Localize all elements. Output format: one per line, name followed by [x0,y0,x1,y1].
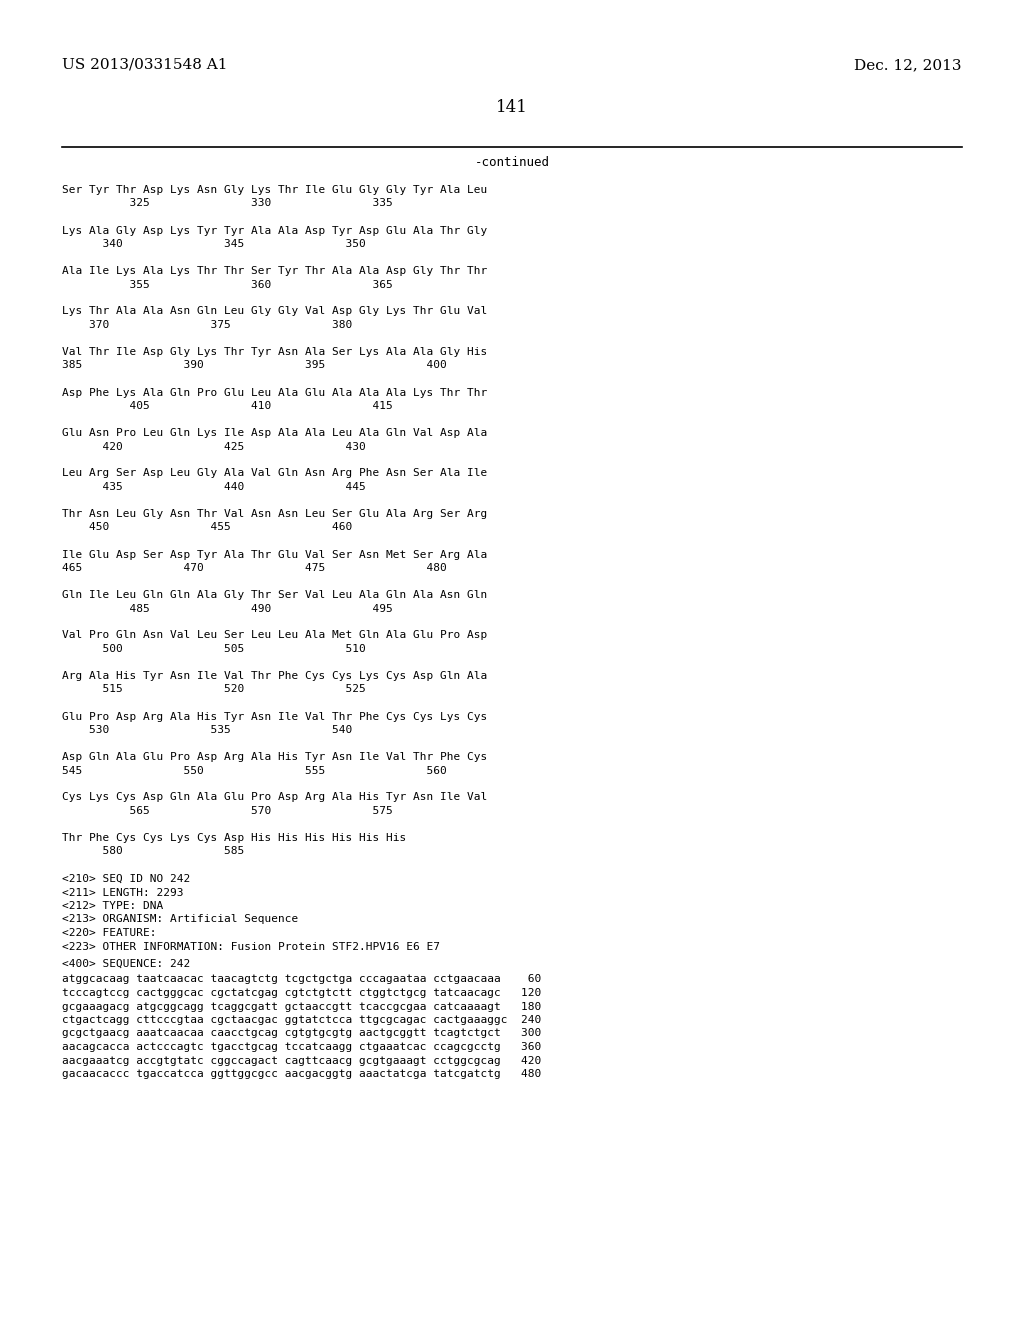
Text: Thr Phe Cys Cys Lys Cys Asp His His His His His His: Thr Phe Cys Cys Lys Cys Asp His His His … [62,833,407,843]
Text: ctgactcagg cttcccgtaa cgctaacgac ggtatctcca ttgcgcagac cactgaaaggc  240: ctgactcagg cttcccgtaa cgctaacgac ggtatct… [62,1015,542,1026]
Text: 565               570               575: 565 570 575 [62,807,393,816]
Text: Glu Pro Asp Arg Ala His Tyr Asn Ile Val Thr Phe Cys Cys Lys Cys: Glu Pro Asp Arg Ala His Tyr Asn Ile Val … [62,711,487,722]
Text: 435               440               445: 435 440 445 [62,482,366,492]
Text: 465               470               475               480: 465 470 475 480 [62,564,446,573]
Text: <212> TYPE: DNA: <212> TYPE: DNA [62,902,163,911]
Text: Ser Tyr Thr Asp Lys Asn Gly Lys Thr Ile Glu Gly Gly Tyr Ala Leu: Ser Tyr Thr Asp Lys Asn Gly Lys Thr Ile … [62,185,487,195]
Text: Val Thr Ile Asp Gly Lys Thr Tyr Asn Ala Ser Lys Ala Ala Gly His: Val Thr Ile Asp Gly Lys Thr Tyr Asn Ala … [62,347,487,356]
Text: 340               345               350: 340 345 350 [62,239,366,249]
Text: gcgctgaacg aaatcaacaa caacctgcag cgtgtgcgtg aactgcggtt tcagtctgct   300: gcgctgaacg aaatcaacaa caacctgcag cgtgtgc… [62,1028,542,1039]
Text: 500               505               510: 500 505 510 [62,644,366,653]
Text: Leu Arg Ser Asp Leu Gly Ala Val Gln Asn Arg Phe Asn Ser Ala Ile: Leu Arg Ser Asp Leu Gly Ala Val Gln Asn … [62,469,487,479]
Text: Asp Gln Ala Glu Pro Asp Arg Ala His Tyr Asn Ile Val Thr Phe Cys: Asp Gln Ala Glu Pro Asp Arg Ala His Tyr … [62,752,487,762]
Text: Lys Thr Ala Ala Asn Gln Leu Gly Gly Val Asp Gly Lys Thr Glu Val: Lys Thr Ala Ala Asn Gln Leu Gly Gly Val … [62,306,487,317]
Text: 580               585: 580 585 [62,846,245,857]
Text: Cys Lys Cys Asp Gln Ala Glu Pro Asp Arg Ala His Tyr Asn Ile Val: Cys Lys Cys Asp Gln Ala Glu Pro Asp Arg … [62,792,487,803]
Text: <400> SEQUENCE: 242: <400> SEQUENCE: 242 [62,960,190,969]
Text: <223> OTHER INFORMATION: Fusion Protein STF2.HPV16 E6 E7: <223> OTHER INFORMATION: Fusion Protein … [62,941,440,952]
Text: 325               330               335: 325 330 335 [62,198,393,209]
Text: gacaacaccc tgaccatcca ggttggcgcc aacgacggtg aaactatcga tatcgatctg   480: gacaacaccc tgaccatcca ggttggcgcc aacgacg… [62,1069,542,1078]
Text: Ala Ile Lys Ala Lys Thr Thr Ser Tyr Thr Ala Ala Asp Gly Thr Thr: Ala Ile Lys Ala Lys Thr Thr Ser Tyr Thr … [62,267,487,276]
Text: Val Pro Gln Asn Val Leu Ser Leu Leu Ala Met Gln Ala Glu Pro Asp: Val Pro Gln Asn Val Leu Ser Leu Leu Ala … [62,631,487,640]
Text: Gln Ile Leu Gln Gln Ala Gly Thr Ser Val Leu Ala Gln Ala Asn Gln: Gln Ile Leu Gln Gln Ala Gly Thr Ser Val … [62,590,487,601]
Text: 405               410               415: 405 410 415 [62,401,393,411]
Text: US 2013/0331548 A1: US 2013/0331548 A1 [62,58,227,73]
Text: <211> LENGTH: 2293: <211> LENGTH: 2293 [62,887,183,898]
Text: 385               390               395               400: 385 390 395 400 [62,360,446,371]
Text: 530               535               540: 530 535 540 [62,725,352,735]
Text: 450               455               460: 450 455 460 [62,523,352,532]
Text: Asp Phe Lys Ala Gln Pro Glu Leu Ala Glu Ala Ala Ala Lys Thr Thr: Asp Phe Lys Ala Gln Pro Glu Leu Ala Glu … [62,388,487,397]
Text: <210> SEQ ID NO 242: <210> SEQ ID NO 242 [62,874,190,884]
Text: <220> FEATURE:: <220> FEATURE: [62,928,157,939]
Text: Ile Glu Asp Ser Asp Tyr Ala Thr Glu Val Ser Asn Met Ser Arg Ala: Ile Glu Asp Ser Asp Tyr Ala Thr Glu Val … [62,549,487,560]
Text: Lys Ala Gly Asp Lys Tyr Tyr Ala Ala Asp Tyr Asp Glu Ala Thr Gly: Lys Ala Gly Asp Lys Tyr Tyr Ala Ala Asp … [62,226,487,235]
Text: 141: 141 [496,99,528,116]
Text: 355               360               365: 355 360 365 [62,280,393,289]
Text: 545               550               555               560: 545 550 555 560 [62,766,446,776]
Text: Arg Ala His Tyr Asn Ile Val Thr Phe Cys Cys Lys Cys Asp Gln Ala: Arg Ala His Tyr Asn Ile Val Thr Phe Cys … [62,671,487,681]
Text: gcgaaagacg atgcggcagg tcaggcgatt gctaaccgtt tcaccgcgaa catcaaaagt   180: gcgaaagacg atgcggcagg tcaggcgatt gctaacc… [62,1002,542,1011]
Text: Glu Asn Pro Leu Gln Lys Ile Asp Ala Ala Leu Ala Gln Val Asp Ala: Glu Asn Pro Leu Gln Lys Ile Asp Ala Ala … [62,428,487,438]
Text: Dec. 12, 2013: Dec. 12, 2013 [854,58,962,73]
Text: 420               425               430: 420 425 430 [62,441,366,451]
Text: atggcacaag taatcaacac taacagtctg tcgctgctga cccagaataa cctgaacaaa    60: atggcacaag taatcaacac taacagtctg tcgctgc… [62,974,542,985]
Text: Thr Asn Leu Gly Asn Thr Val Asn Asn Leu Ser Glu Ala Arg Ser Arg: Thr Asn Leu Gly Asn Thr Val Asn Asn Leu … [62,510,487,519]
Text: 515               520               525: 515 520 525 [62,685,366,694]
Text: aacgaaatcg accgtgtatc cggccagact cagttcaacg gcgtgaaagt cctggcgcag   420: aacgaaatcg accgtgtatc cggccagact cagttca… [62,1056,542,1065]
Text: aacagcacca actcccagtc tgacctgcag tccatcaagg ctgaaatcac ccagcgcctg   360: aacagcacca actcccagtc tgacctgcag tccatca… [62,1041,542,1052]
Text: 485               490               495: 485 490 495 [62,603,393,614]
Text: -continued: -continued [474,156,550,169]
Text: 370               375               380: 370 375 380 [62,319,352,330]
Text: <213> ORGANISM: Artificial Sequence: <213> ORGANISM: Artificial Sequence [62,915,298,924]
Text: tcccagtccg cactgggcac cgctatcgag cgtctgtctt ctggtctgcg tatcaacagc   120: tcccagtccg cactgggcac cgctatcgag cgtctgt… [62,987,542,998]
